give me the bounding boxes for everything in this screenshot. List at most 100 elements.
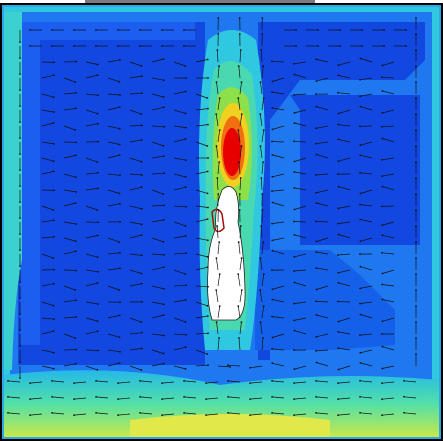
- vector-head: [161, 382, 163, 384]
- vector-head: [381, 333, 383, 335]
- vector-head: [415, 49, 417, 51]
- vector-head: [272, 288, 274, 290]
- vector-head: [207, 332, 209, 334]
- vector-head: [19, 377, 21, 379]
- vector-head: [241, 113, 243, 115]
- vector-head: [271, 240, 273, 242]
- vector-head: [53, 171, 55, 173]
- vector-head: [272, 129, 274, 131]
- vector-head: [185, 225, 187, 227]
- vector-head: [19, 121, 21, 123]
- vector-head: [140, 321, 142, 323]
- vector-head: [405, 29, 407, 31]
- vector-head: [315, 380, 317, 382]
- vector-head: [141, 65, 143, 67]
- vector-head: [185, 346, 187, 348]
- vector-head: [338, 113, 340, 115]
- vector-head: [97, 64, 99, 66]
- vector-head: [119, 193, 121, 195]
- vector-head: [73, 398, 75, 400]
- vector-head: [359, 95, 361, 97]
- vector-head: [415, 353, 417, 355]
- vector-head: [271, 190, 273, 192]
- vector-head: [163, 219, 165, 221]
- vector-head: [140, 113, 142, 115]
- vector-head: [163, 155, 165, 157]
- vector-head: [241, 289, 243, 291]
- vector-head: [29, 382, 31, 384]
- vector-head: [271, 316, 273, 318]
- vector-head: [338, 234, 340, 236]
- vector-head: [241, 145, 243, 147]
- vector-head: [216, 321, 218, 323]
- plume-core: [223, 128, 241, 176]
- vector-head: [215, 289, 217, 291]
- vector-head: [337, 382, 339, 384]
- vector-head: [317, 45, 319, 47]
- vector-head: [141, 301, 143, 303]
- vector-head: [95, 380, 97, 382]
- vector-head: [359, 334, 361, 336]
- vector-head: [75, 92, 77, 94]
- vector-head: [382, 138, 384, 140]
- vector-head: [381, 252, 383, 254]
- vector-head: [51, 380, 53, 382]
- vector-head: [415, 257, 417, 259]
- vector-head: [119, 203, 121, 205]
- vector-head: [338, 64, 340, 66]
- vector-head: [19, 265, 21, 267]
- vector-head: [75, 142, 77, 144]
- vector-head: [97, 256, 99, 258]
- vector-head: [217, 17, 219, 19]
- vector: [64, 270, 76, 271]
- vector-head: [315, 350, 317, 352]
- vector-head: [293, 398, 295, 400]
- vector-head: [205, 382, 207, 384]
- vector-head: [316, 202, 318, 204]
- vector-head: [141, 174, 143, 176]
- vector-head: [96, 209, 98, 211]
- vector-head: [161, 414, 163, 416]
- vector-head: [315, 221, 317, 223]
- vector-head: [315, 127, 317, 129]
- vector-head: [53, 283, 55, 285]
- vector-head: [293, 414, 295, 416]
- vector-head: [271, 91, 273, 93]
- vector-head: [271, 412, 273, 414]
- vector-head: [95, 29, 97, 31]
- vector-head: [361, 45, 363, 47]
- vector-head: [139, 380, 141, 382]
- vector-head: [359, 396, 361, 398]
- vector-head: [183, 45, 185, 47]
- vector-head: [73, 29, 75, 31]
- vector-head: [117, 414, 119, 416]
- vector-head: [185, 159, 187, 161]
- vector-head: [338, 160, 340, 162]
- vector-head: [53, 219, 55, 221]
- vector-head: [315, 192, 317, 194]
- vector-head: [241, 321, 243, 323]
- vector-head: [337, 223, 339, 225]
- vector-head: [206, 97, 208, 99]
- vector-head: [185, 176, 187, 178]
- vector-head: [29, 29, 31, 31]
- vector-head: [262, 337, 264, 339]
- vector-head: [119, 154, 121, 156]
- vector-head: [75, 155, 77, 157]
- vector-head: [315, 59, 317, 61]
- vector-head: [360, 106, 362, 108]
- vector-head: [184, 65, 186, 67]
- vector-head: [315, 267, 317, 269]
- vector-head: [183, 29, 185, 31]
- vector-head: [185, 127, 187, 129]
- vector-head: [141, 224, 143, 226]
- vector-head: [415, 241, 417, 243]
- vector-head: [415, 17, 417, 19]
- vector-head: [141, 161, 143, 163]
- vector-head: [185, 368, 187, 370]
- vector-head: [216, 257, 218, 259]
- vector-head: [315, 336, 317, 338]
- vector-head: [19, 329, 21, 331]
- vector-head: [294, 209, 296, 211]
- vector-head: [95, 45, 97, 47]
